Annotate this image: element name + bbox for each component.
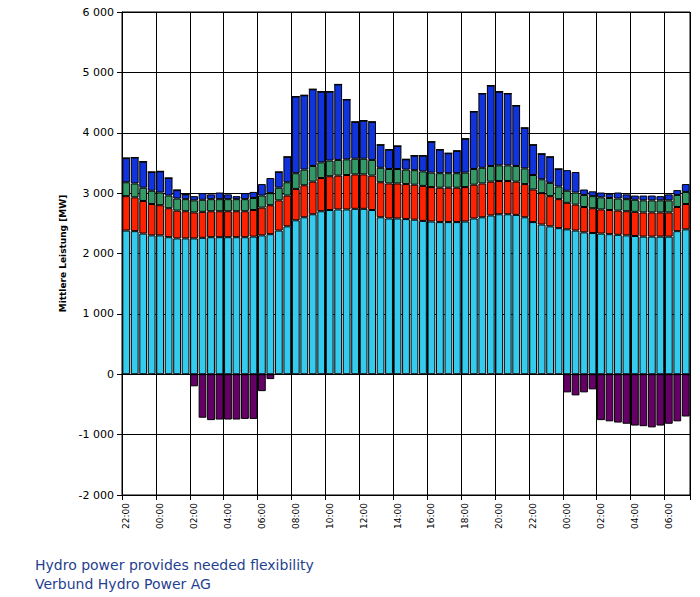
svg-text:1 000: 1 000 xyxy=(83,307,115,320)
svg-text:04:00: 04:00 xyxy=(223,503,233,529)
svg-text:2 000: 2 000 xyxy=(83,247,115,260)
svg-text:4 000: 4 000 xyxy=(83,126,115,139)
svg-text:06:00: 06:00 xyxy=(257,503,267,529)
svg-text:02:00: 02:00 xyxy=(189,503,199,529)
svg-text:14:00: 14:00 xyxy=(393,503,403,529)
svg-text:20:00: 20:00 xyxy=(494,503,504,529)
svg-text:00:00: 00:00 xyxy=(562,503,572,529)
svg-text:18:00: 18:00 xyxy=(460,503,470,529)
svg-text:-2 000: -2 000 xyxy=(79,489,114,502)
svg-text:22:00: 22:00 xyxy=(121,503,131,529)
svg-text:16:00: 16:00 xyxy=(426,503,436,529)
svg-text:Verbund Hydro Power AG: Verbund Hydro Power AG xyxy=(35,576,211,592)
svg-text:04:00: 04:00 xyxy=(630,503,640,529)
svg-text:Hydro power provides needed fl: Hydro power provides needed flexibility xyxy=(35,557,314,573)
svg-text:06:00: 06:00 xyxy=(664,503,674,529)
svg-text:0: 0 xyxy=(107,368,114,381)
svg-text:00:00: 00:00 xyxy=(155,503,165,529)
svg-text:-1 000: -1 000 xyxy=(79,428,114,441)
svg-text:02:00: 02:00 xyxy=(596,503,606,529)
svg-text:3 000: 3 000 xyxy=(83,187,115,200)
svg-text:6 000: 6 000 xyxy=(83,6,115,19)
svg-text:10:00: 10:00 xyxy=(325,503,335,529)
svg-text:22:00: 22:00 xyxy=(528,503,538,529)
svg-text:5 000: 5 000 xyxy=(83,66,115,79)
svg-text:Mittlere Leistung [MW]: Mittlere Leistung [MW] xyxy=(58,195,68,313)
svg-text:08:00: 08:00 xyxy=(291,503,301,529)
svg-text:12:00: 12:00 xyxy=(359,503,369,529)
